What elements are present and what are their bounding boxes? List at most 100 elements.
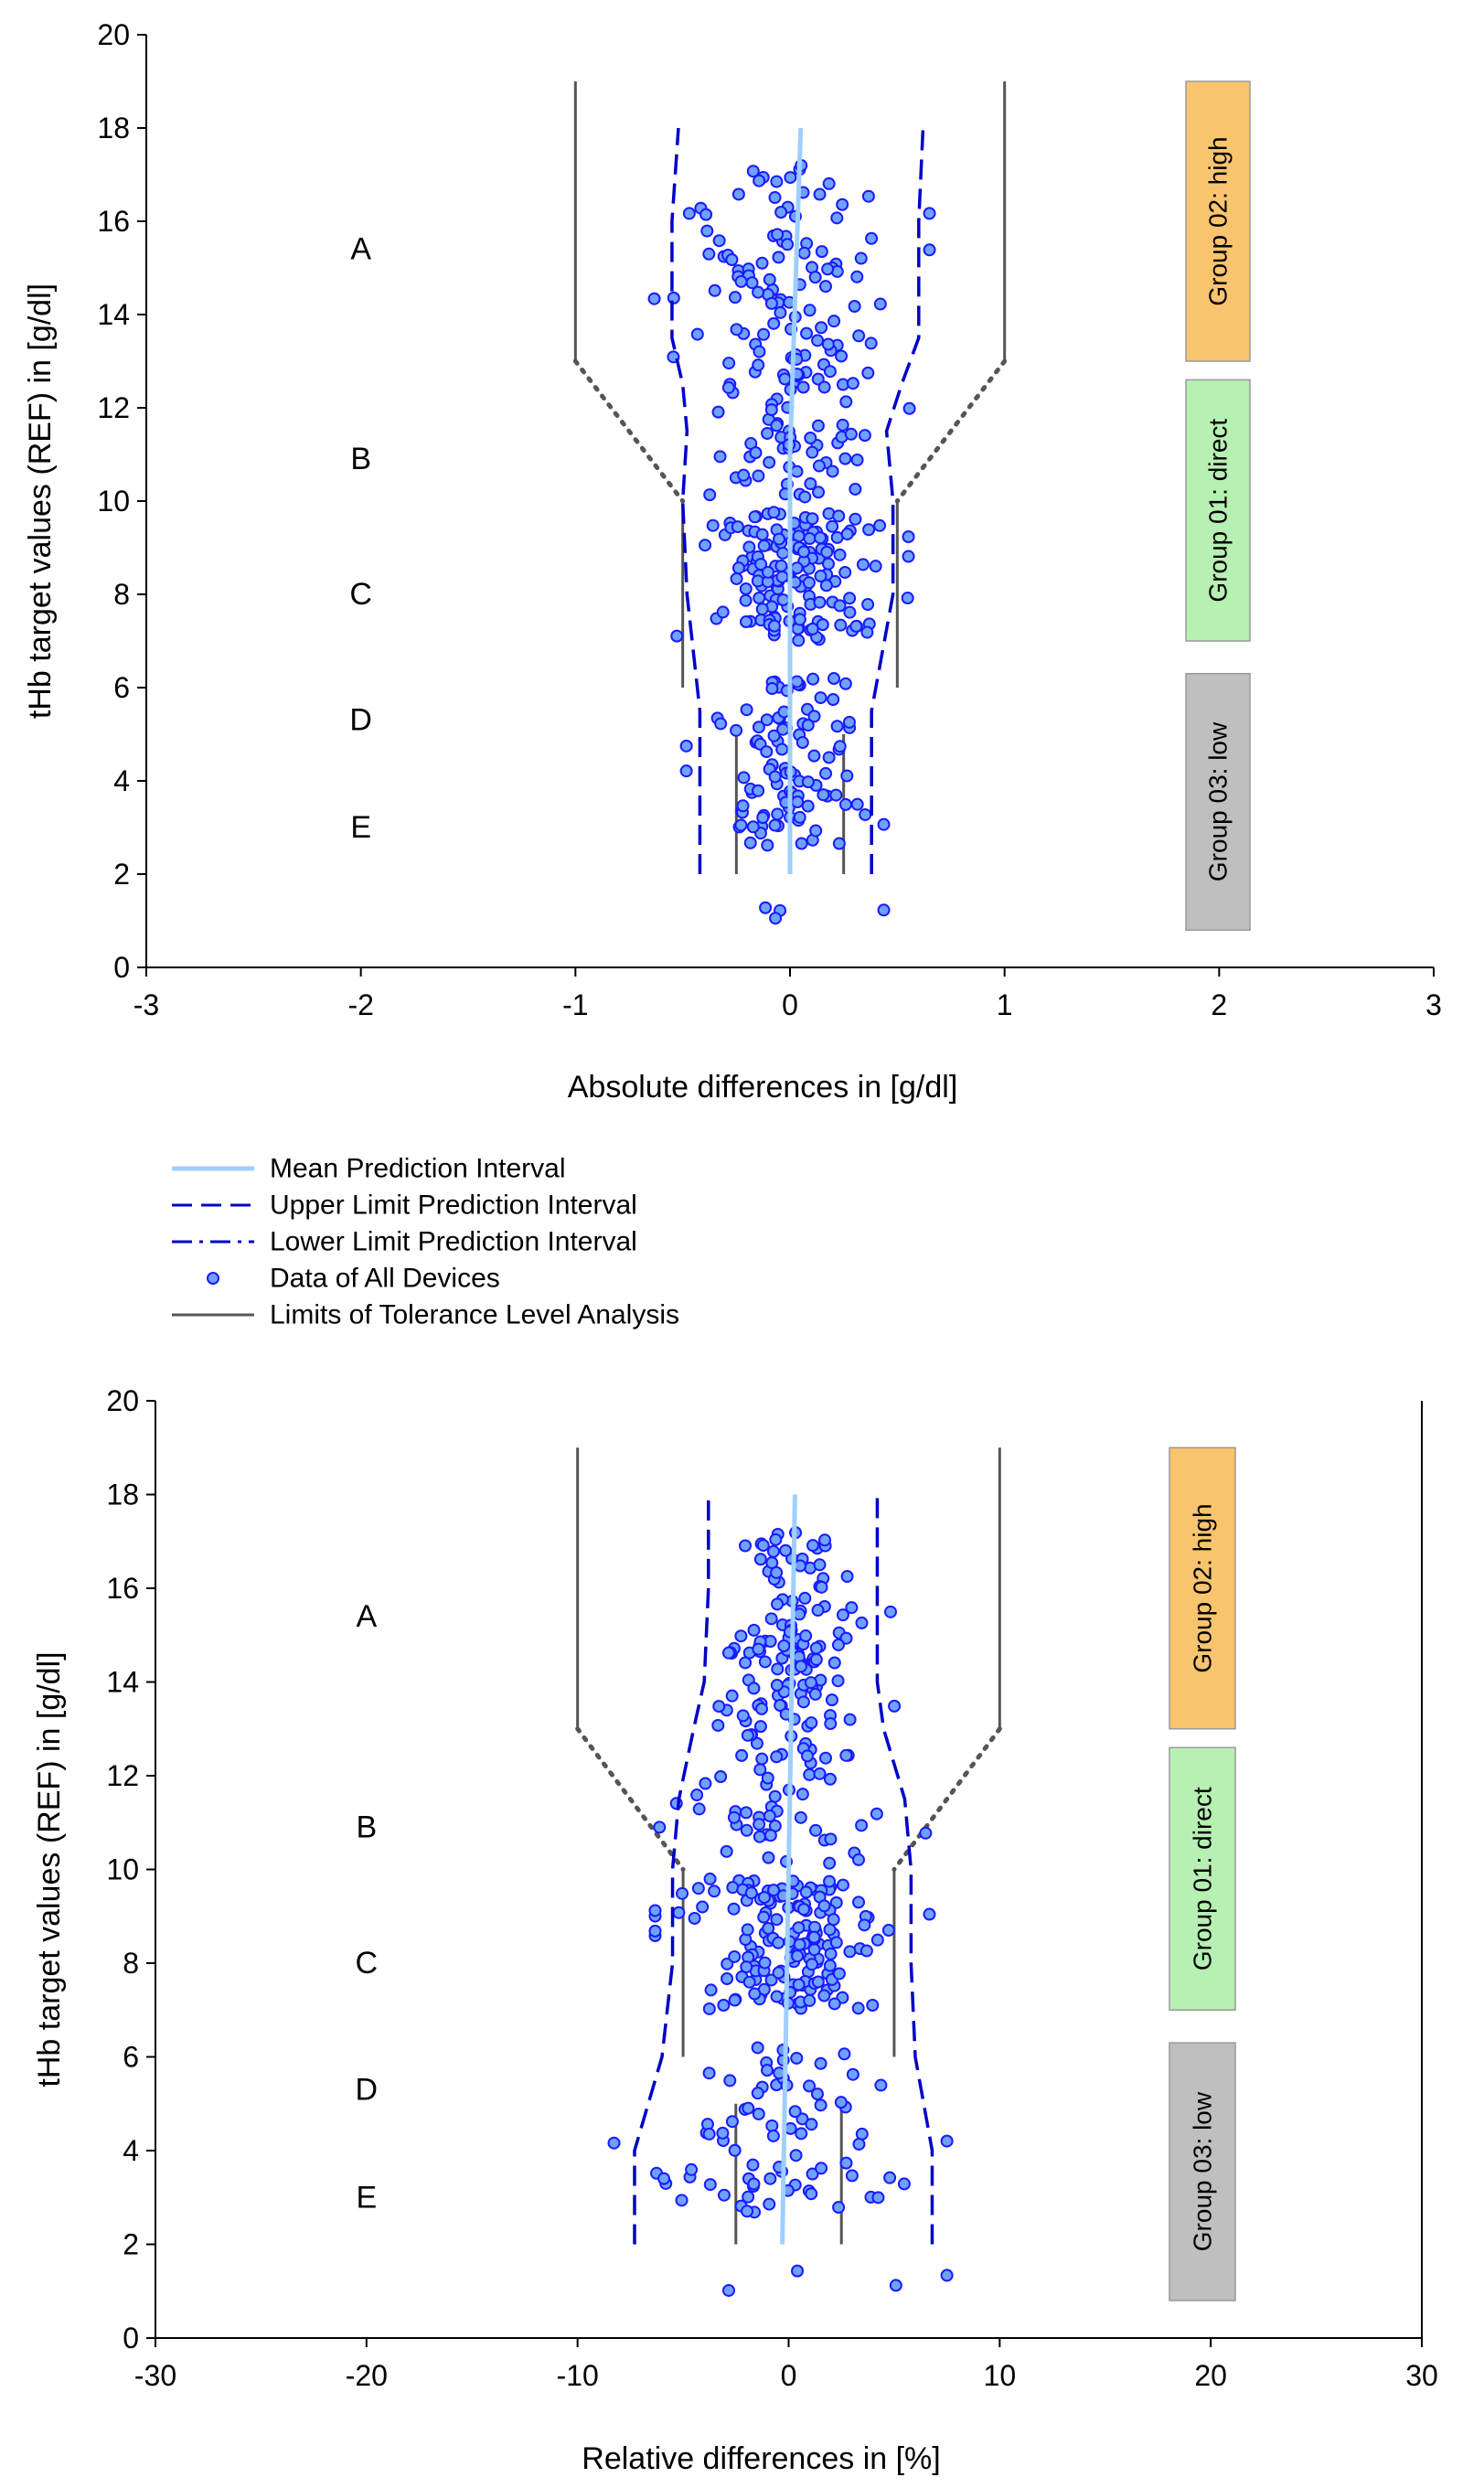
data-point xyxy=(826,464,839,478)
x-tick-label: -2 xyxy=(347,988,373,1021)
data-point xyxy=(843,1945,857,1959)
data-point xyxy=(777,1639,791,1653)
data-point xyxy=(815,245,828,259)
data-point xyxy=(730,571,743,585)
data-point xyxy=(728,1993,742,2007)
data-point xyxy=(817,1899,831,1913)
data-point xyxy=(714,1770,728,1784)
data-point xyxy=(769,912,783,925)
data-point xyxy=(607,2136,621,2150)
data-point xyxy=(784,171,797,185)
data-point xyxy=(809,1652,823,1666)
data-point xyxy=(692,1802,706,1816)
data-point xyxy=(812,486,826,499)
data-point xyxy=(761,1771,774,1785)
data-point xyxy=(821,557,835,571)
data-point xyxy=(940,2269,954,2282)
data-point xyxy=(797,1903,811,1917)
data-point xyxy=(819,579,833,593)
data-point xyxy=(746,165,760,178)
data-point xyxy=(703,488,717,502)
data-point xyxy=(768,818,782,832)
data-point xyxy=(737,771,751,785)
data-point xyxy=(721,1646,735,1660)
data-point xyxy=(811,419,825,432)
data-point xyxy=(767,506,781,519)
data-point xyxy=(811,334,825,347)
data-point xyxy=(883,1605,897,1618)
region-label: B xyxy=(356,1810,377,1844)
data-point xyxy=(795,837,808,850)
data-point xyxy=(827,1913,840,1927)
data-point xyxy=(801,799,815,813)
data-point xyxy=(761,2064,774,2077)
data-point xyxy=(747,2177,761,2191)
data-point xyxy=(717,1998,731,2012)
data-point xyxy=(770,1990,784,2003)
y-axis-label: tHb target values (REF) in [g/dl] xyxy=(23,283,58,719)
data-point xyxy=(723,2074,737,2088)
data-point xyxy=(753,1830,766,1843)
data-point xyxy=(809,1641,823,1655)
data-point xyxy=(840,1570,854,1584)
data-point xyxy=(752,2107,765,2120)
data-point xyxy=(685,2162,699,2176)
data-point xyxy=(803,532,817,546)
data-point xyxy=(859,807,872,821)
data-point xyxy=(803,1993,817,2007)
data-point xyxy=(763,2197,776,2211)
data-point xyxy=(834,618,848,632)
data-point xyxy=(731,561,745,575)
tolerance-connector-dotted xyxy=(575,1726,686,1872)
data-point xyxy=(827,315,841,328)
data-point xyxy=(836,1608,849,1622)
data-point xyxy=(761,838,774,852)
data-point xyxy=(793,1607,806,1621)
tolerance-connector-dotted xyxy=(572,358,686,504)
data-point xyxy=(799,1629,813,1643)
data-point xyxy=(747,1682,761,1695)
data-point xyxy=(831,1638,845,1651)
data-point xyxy=(767,1884,781,1897)
data-point xyxy=(795,736,809,750)
data-point xyxy=(760,745,774,759)
data-point xyxy=(761,426,774,440)
data-point xyxy=(833,599,847,613)
data-point xyxy=(870,1933,884,1947)
data-point xyxy=(888,1699,902,1713)
data-point xyxy=(770,1679,784,1692)
legend-item-label: Mean Prediction Interval xyxy=(270,1154,566,1184)
data-point xyxy=(901,592,914,605)
data-point xyxy=(923,243,936,257)
y-tick-label: 16 xyxy=(97,205,130,238)
data-point xyxy=(861,189,875,203)
data-point xyxy=(817,788,830,802)
data-point xyxy=(761,565,774,579)
data-point xyxy=(821,337,835,351)
data-point xyxy=(771,807,785,821)
legend-item-label: Data of All Devices xyxy=(270,1264,500,1294)
y-axis-label: tHb target values (REF) in [g/dl] xyxy=(32,1651,67,2087)
data-point xyxy=(757,327,771,341)
data-point xyxy=(774,305,787,319)
data-point xyxy=(810,2088,824,2101)
data-point xyxy=(768,191,782,205)
region-label: E xyxy=(356,2180,377,2215)
data-point xyxy=(798,490,812,504)
data-point xyxy=(703,2178,717,2192)
data-point xyxy=(817,380,831,394)
data-point xyxy=(764,403,778,417)
data-point xyxy=(753,1553,767,1566)
data-point xyxy=(843,605,857,619)
data-point xyxy=(765,682,779,696)
data-point xyxy=(781,238,795,251)
data-point xyxy=(796,380,810,394)
data-point xyxy=(808,271,822,284)
data-point xyxy=(703,1872,717,1885)
data-point xyxy=(752,1642,765,1656)
group-label: Group 03: low xyxy=(1204,721,1233,881)
data-point xyxy=(790,561,804,575)
data-point xyxy=(742,2101,755,2115)
y-tick-label: 10 xyxy=(97,485,130,518)
